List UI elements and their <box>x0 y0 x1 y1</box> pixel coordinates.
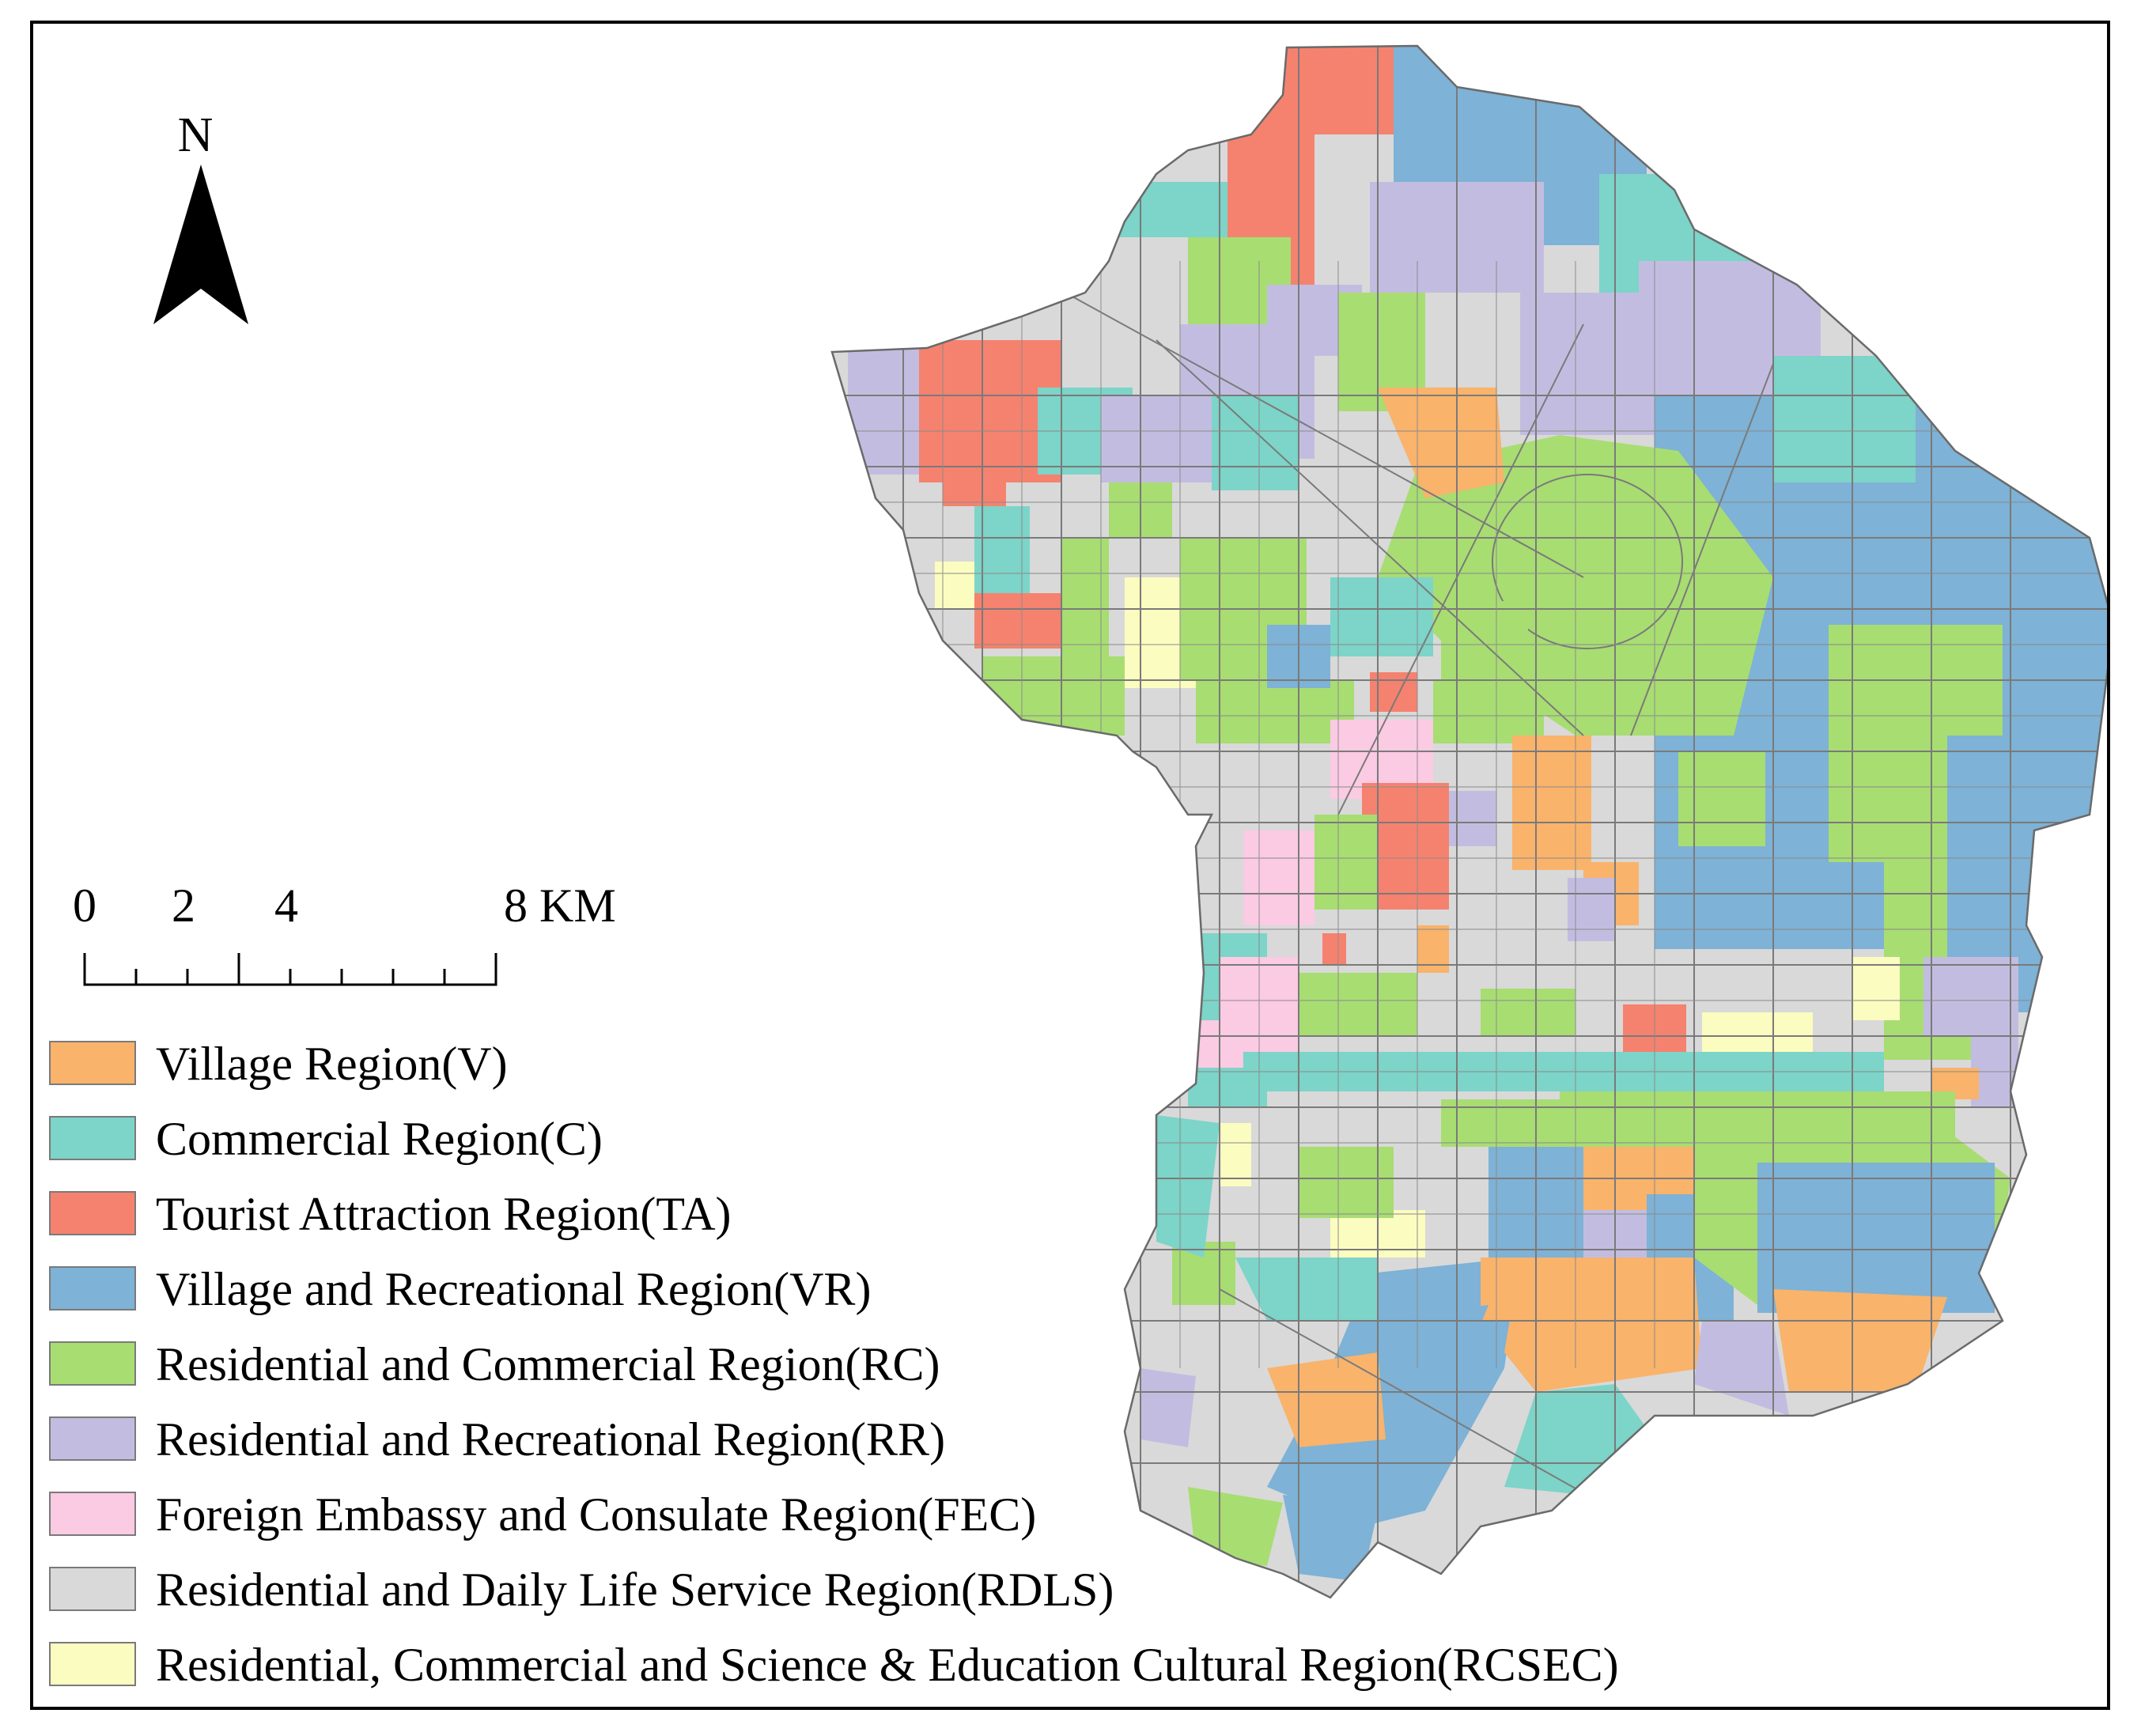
legend-swatch <box>49 1642 136 1686</box>
legend-label: Residential and Recreational Region(RR) <box>156 1413 946 1466</box>
scale-bar: 0 2 4 8 KM <box>73 878 721 1020</box>
legend-swatch <box>49 1341 136 1386</box>
legend-label: Residential, Commercial and Science & Ed… <box>156 1639 1619 1691</box>
legend-swatch <box>49 1116 136 1160</box>
legend-swatch <box>49 1416 136 1461</box>
scale-label-8km: 8 KM <box>504 879 616 932</box>
legend-swatch <box>49 1191 136 1235</box>
legend-label: Village Region(V) <box>156 1038 508 1090</box>
scale-bar-ruler <box>83 953 497 986</box>
legend-swatch <box>49 1492 136 1536</box>
legend-label: Tourist Attraction Region(TA) <box>156 1188 732 1240</box>
legend-label: Commercial Region(C) <box>156 1113 603 1165</box>
legend-swatch <box>49 1567 136 1611</box>
scale-label-4: 4 <box>274 879 298 932</box>
legend-label: Residential and Daily Life Service Regio… <box>156 1564 1114 1616</box>
legend-swatch <box>49 1266 136 1311</box>
north-arrow-label: N <box>177 108 214 162</box>
legend-swatch <box>49 1041 136 1085</box>
map-frame: N 0 2 4 8 KM Village Region(V) Commercia… <box>30 21 2110 1710</box>
legend-label: Village and Recreational Region(VR) <box>156 1263 872 1315</box>
scale-label-0: 0 <box>73 879 96 932</box>
north-arrow-icon <box>153 165 248 324</box>
legend-label: Foreign Embassy and Consulate Region(FEC… <box>156 1488 1037 1541</box>
scale-label-2: 2 <box>172 879 195 932</box>
functional-region-map <box>830 44 2107 1599</box>
legend-label: Residential and Commercial Region(RC) <box>156 1338 940 1390</box>
